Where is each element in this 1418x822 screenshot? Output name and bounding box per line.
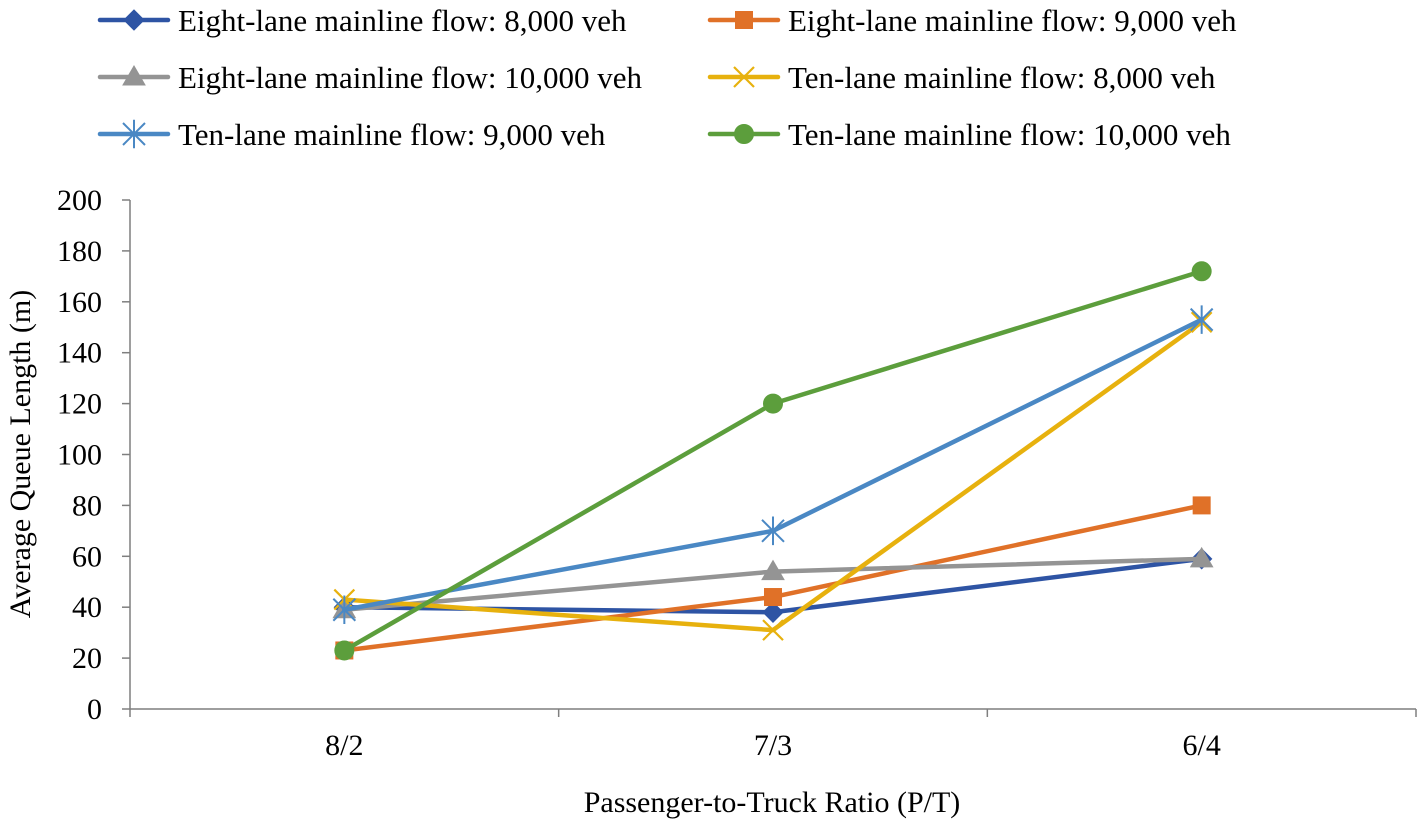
data-point-marker bbox=[1191, 261, 1212, 282]
data-point-marker bbox=[1189, 305, 1214, 334]
x-tick-label: 7/3 bbox=[754, 729, 792, 762]
legend-label: Ten-lane mainline flow: 10,000 veh bbox=[788, 117, 1231, 152]
x-tick-label: 8/2 bbox=[325, 729, 363, 762]
series-group bbox=[332, 546, 1214, 619]
y-tick-label: 160 bbox=[57, 286, 102, 319]
legend: Eight-lane mainline flow: 8,000 veh Eight… bbox=[97, 3, 1237, 152]
legend-label: Eight-lane mainline flow: 8,000 veh bbox=[178, 3, 627, 38]
y-axis-title: Average Queue Length (m) bbox=[4, 290, 37, 618]
x-tick-label: 6/4 bbox=[1182, 729, 1220, 762]
legend-entry: Eight-lane mainline flow: 8,000 veh bbox=[97, 3, 627, 38]
x-axis-title: Passenger-to-Truck Ratio (P/T) bbox=[584, 786, 961, 819]
legend-entry: Ten-lane mainline flow: 10,000 veh bbox=[707, 117, 1231, 152]
y-tick-label: 20 bbox=[72, 642, 102, 675]
series-group bbox=[332, 305, 1214, 625]
legend-label: Ten-lane mainline flow: 9,000 veh bbox=[178, 117, 606, 152]
x-axis-ticks: 8/2 7/3 6/4 bbox=[129, 709, 1417, 762]
y-tick-label: 60 bbox=[72, 540, 102, 573]
legend-entry: Ten-lane mainline flow: 9,000 veh bbox=[97, 117, 606, 152]
data-point-marker bbox=[761, 516, 785, 546]
y-tick-label: 40 bbox=[72, 591, 102, 624]
legend-marker-swatch bbox=[122, 119, 146, 149]
legend-entry: Ten-lane mainline flow: 8,000 veh bbox=[707, 60, 1216, 95]
data-point-marker bbox=[332, 595, 357, 625]
legend-label: Eight-lane mainline flow: 10,000 veh bbox=[178, 60, 643, 95]
data-point-marker bbox=[334, 640, 355, 661]
legend-marker-swatch bbox=[735, 11, 753, 29]
legend-label: Ten-lane mainline flow: 8,000 veh bbox=[788, 60, 1216, 95]
y-tick-label: 100 bbox=[57, 439, 102, 472]
data-point-marker bbox=[762, 619, 784, 641]
data-point-marker bbox=[1189, 546, 1214, 568]
data-point-marker bbox=[762, 601, 784, 623]
legend-marker-swatch bbox=[123, 9, 145, 31]
y-tick-label: 80 bbox=[72, 489, 102, 522]
y-tick-label: 140 bbox=[57, 337, 102, 370]
axes bbox=[129, 200, 1416, 710]
y-axis-ticks: 0 20 40 60 80 100 120 140 160 180 200 bbox=[57, 184, 130, 726]
y-tick-label: 200 bbox=[57, 184, 102, 217]
y-tick-label: 120 bbox=[57, 388, 102, 421]
data-point-marker bbox=[761, 559, 785, 581]
series-group bbox=[334, 261, 1212, 661]
legend-entry: Eight-lane mainline flow: 10,000 veh bbox=[97, 60, 643, 95]
legend-entry: Eight-lane mainline flow: 9,000 veh bbox=[707, 3, 1237, 38]
legend-marker-swatch bbox=[733, 66, 755, 88]
legend-label: Eight-lane mainline flow: 9,000 veh bbox=[788, 3, 1237, 38]
plot-area bbox=[332, 261, 1214, 661]
data-point-marker bbox=[1192, 496, 1211, 515]
legend-marker-swatch bbox=[122, 65, 146, 86]
y-tick-label: 180 bbox=[57, 235, 102, 268]
y-tick-label: 0 bbox=[87, 693, 102, 726]
data-point-marker bbox=[763, 393, 783, 414]
legend-marker-swatch bbox=[734, 124, 754, 144]
data-point-marker bbox=[764, 588, 782, 607]
